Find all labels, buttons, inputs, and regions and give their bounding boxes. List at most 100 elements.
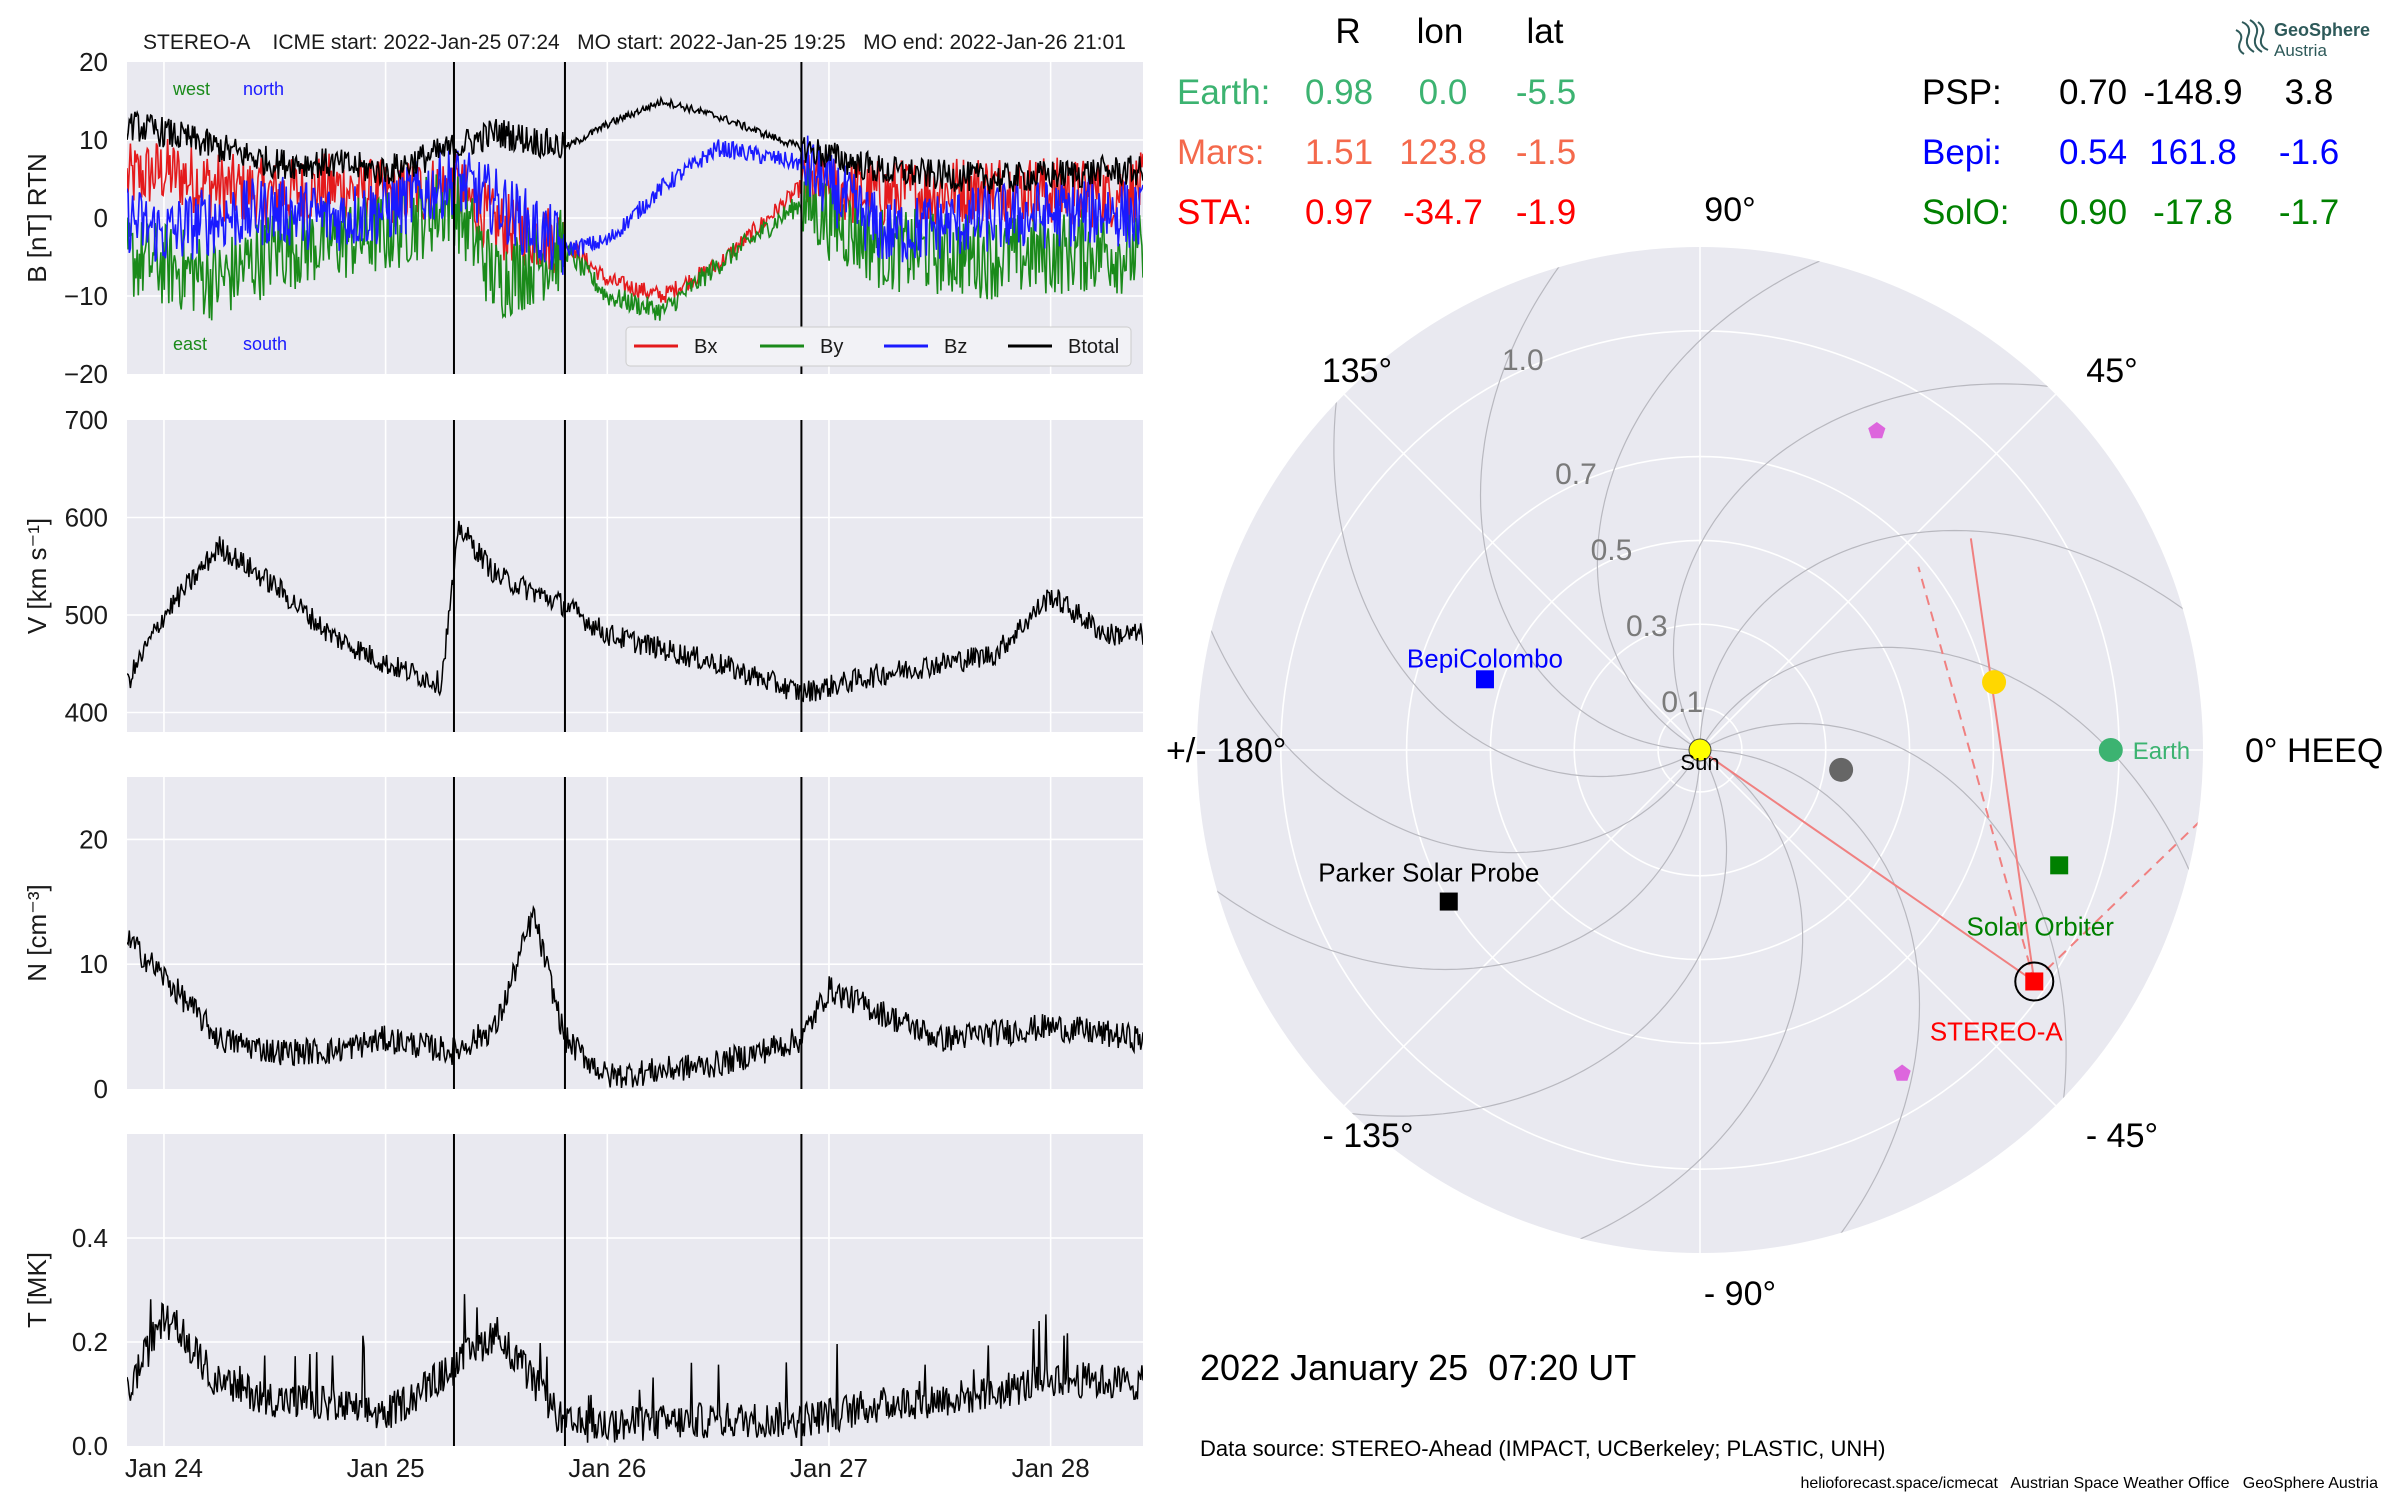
- annotation-north: north: [243, 79, 284, 99]
- radial-tick-label: 1.0: [1502, 344, 1544, 377]
- angle-label: - 135°: [1322, 1117, 1413, 1155]
- table-cell: STA:: [1177, 193, 1252, 232]
- stereo-a-marker: [2025, 972, 2044, 991]
- parker-spiral: [1333, 368, 1701, 778]
- ylabel-v: V [km s⁻¹]: [22, 518, 52, 634]
- y-tick-label: −20: [64, 359, 108, 389]
- table-cell: 1.51: [1305, 133, 1373, 172]
- stereo-a-view-line: [1699, 749, 2035, 983]
- angle-label: 135°: [1322, 352, 1392, 390]
- table-header-r: R: [1335, 12, 1360, 51]
- parker-spiral: [1699, 529, 2203, 750]
- y-tick-label: 0.4: [72, 1223, 108, 1253]
- series-layer: [127, 95, 1143, 1443]
- table-cell: 0.90: [2059, 193, 2127, 232]
- x-tick-label: Jan 26: [568, 1453, 646, 1483]
- y-tick-label: 20: [79, 824, 108, 854]
- body-marker: [1982, 670, 2007, 695]
- y-tick-label: 10: [79, 125, 108, 155]
- panel-temperature: [127, 1134, 1143, 1446]
- data-source: Data source: STEREO-Ahead (IMPACT, UCBer…: [1200, 1436, 1885, 1461]
- y-tick-label: 700: [65, 405, 108, 435]
- table-cell: 3.8: [2285, 73, 2334, 112]
- angle-label: 45°: [2086, 352, 2137, 390]
- sun-label: Sun: [1680, 750, 1719, 775]
- table-header-lon: lon: [1417, 12, 1464, 51]
- y-tick-label: 0.0: [72, 1431, 108, 1461]
- y-tick-label: 500: [65, 600, 108, 630]
- parker-spiral: [1596, 247, 1852, 751]
- angle-label: +/- 180°: [1166, 732, 1286, 770]
- geosphere-logo: GeoSphere Austria: [2235, 19, 2370, 60]
- series-line: [127, 904, 1143, 1088]
- table-cell: 0.54: [2059, 133, 2127, 172]
- pentagon-marker: [1868, 422, 1886, 439]
- legend-label: Btotal: [1068, 336, 1119, 358]
- y-tick-label: −10: [64, 281, 108, 311]
- angular-grid-line: [1699, 393, 2057, 751]
- solar-orbiter-label: Solar Orbiter: [1966, 911, 2114, 941]
- table-cell: SolO:: [1922, 193, 2010, 232]
- y-tick-label: 0: [94, 1074, 108, 1104]
- parker-spiral: [1548, 749, 1804, 1253]
- event-markers: [452, 62, 803, 1446]
- earth-label: Earth: [2133, 738, 2190, 765]
- event-header: STEREO-A ICME start: 2022-Jan-25 07:24 M…: [143, 31, 1126, 54]
- parker-spiral: [1672, 383, 2082, 751]
- table-cell: 123.8: [1399, 133, 1487, 172]
- polar-position-map: 0.1 0.3 0.5 0.7 1.0 Sun Earth STEREO-A Solar Orb…: [1166, 191, 2383, 1313]
- angle-label: 0° HEEQ: [2245, 732, 2383, 770]
- table-cell: -5.5: [1516, 73, 1576, 112]
- parker-spiral: [1699, 722, 2067, 1132]
- series-line-bx: [127, 138, 1143, 303]
- ylabel-b: B [nT] RTN: [22, 153, 52, 283]
- parker-solar-probe-marker: [1439, 892, 1458, 911]
- parker-spiral: [1197, 598, 1701, 854]
- bepicolombo-label: BepiColombo: [1407, 643, 1563, 673]
- angle-label: - 45°: [2086, 1117, 2158, 1155]
- annotation-west: west: [172, 79, 210, 99]
- parker-spiral: [1479, 247, 1700, 751]
- radial-tick-label: 0.7: [1555, 458, 1597, 491]
- parker-spiral: [1700, 749, 1921, 1253]
- legend-label: Bx: [694, 336, 717, 358]
- x-tick-label: Jan 28: [1012, 1453, 1090, 1483]
- parker-spiral: [1318, 749, 1728, 1117]
- table-cell: 0.98: [1305, 73, 1373, 112]
- y-tick-label: 0.2: [72, 1327, 108, 1357]
- radial-tick-label: 0.1: [1661, 686, 1703, 719]
- table-cell: -1.7: [2279, 193, 2339, 232]
- table-cell: -148.9: [2143, 73, 2242, 112]
- panel-density: [127, 777, 1143, 1089]
- logo-line1: GeoSphere: [2274, 20, 2370, 40]
- series-line-bz: [127, 135, 1143, 275]
- table-header-lat: lat: [1527, 12, 1564, 51]
- radial-tick-label: 0.5: [1591, 534, 1633, 567]
- ylabel-t: T [MK]: [22, 1252, 52, 1328]
- table-cell: 161.8: [2149, 133, 2237, 172]
- series-line: [127, 1294, 1143, 1443]
- y-tick-label: 600: [65, 503, 108, 533]
- annotation-east: east: [173, 334, 207, 354]
- angular-grid-line: [1699, 749, 2057, 1107]
- series-line: [127, 520, 1143, 703]
- pentagon-marker: [1893, 1064, 1911, 1081]
- credits: helioforecast.space/icmecat Austrian Spa…: [1801, 1475, 2379, 1492]
- angular-grid-line: [1343, 393, 1701, 751]
- table-cell: -17.8: [2153, 193, 2233, 232]
- y-tick-label: 10: [79, 949, 108, 979]
- b-legend: Bx By Bz Btotal: [625, 326, 1132, 367]
- axis-ticks: 20 10 0 −10 −20 700 600 500 400 20 10 0 0.4 0.2 0.0 Jan…: [64, 47, 1090, 1483]
- bepicolombo-marker: [1475, 670, 1494, 689]
- table-cell: 0.70: [2059, 73, 2127, 112]
- x-tick-label: Jan 27: [790, 1453, 868, 1483]
- table-cell: -1.6: [2279, 133, 2339, 172]
- table-cell: Earth:: [1177, 73, 1270, 112]
- table-cell: 0.0: [1419, 73, 1468, 112]
- annotation-south: south: [243, 334, 287, 354]
- solar-orbiter-marker: [2050, 856, 2069, 875]
- radial-tick-label: 0.3: [1626, 610, 1668, 643]
- panel-velocity: [127, 420, 1143, 732]
- table-cell: PSP:: [1922, 73, 2002, 112]
